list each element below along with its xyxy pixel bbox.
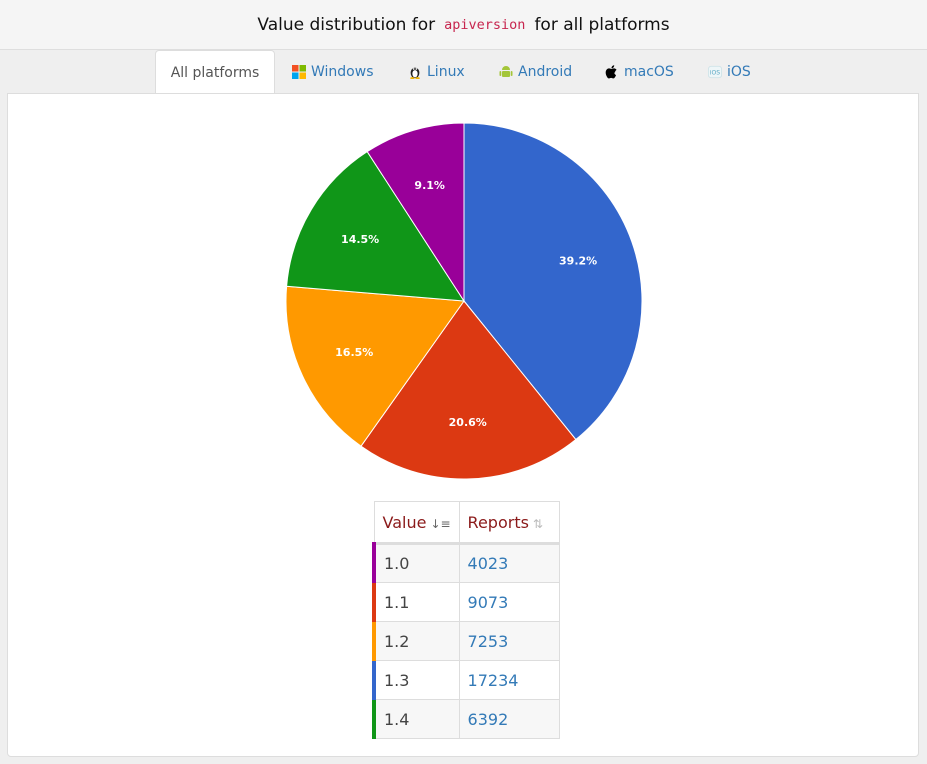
pie-slice-1.4[interactable]: [286, 150, 465, 302]
pie-label-1.3: 39.2%: [559, 255, 597, 268]
pie-label-1.1: 20.6%: [449, 416, 487, 429]
tab-android[interactable]: Android: [499, 50, 572, 93]
header-code: apiversion: [444, 16, 526, 33]
sort-icon: ⇅: [532, 516, 543, 531]
tab-ios[interactable]: iOS iOS: [708, 50, 751, 93]
tab-label: macOS: [624, 63, 674, 80]
pie-slice-1.1[interactable]: [360, 300, 577, 480]
value-cell: 1.4: [371, 699, 460, 739]
chart-panel: 39.2% 20.6% 16.5% 14.5% 9.1% Value ↓≡ Reports…: [7, 93, 919, 757]
reports-link[interactable]: 4023: [458, 543, 560, 583]
android-icon: [499, 65, 513, 77]
pie-chart: 39.2% 20.6% 16.5% 14.5% 9.1%: [285, 122, 643, 480]
windows-icon: [292, 64, 306, 79]
apple-icon: [605, 64, 617, 78]
table-row: 1.1 9073: [371, 582, 560, 622]
table-row: 1.4 6392: [371, 699, 560, 739]
linux-icon: [410, 67, 420, 79]
sort-desc-icon: ↓≡: [430, 516, 451, 531]
tab-windows[interactable]: Windows: [292, 50, 374, 93]
tab-label: Android: [518, 63, 573, 80]
reports-link[interactable]: 6392: [458, 699, 560, 739]
pie-slice-1.3[interactable]: [463, 122, 643, 441]
distribution-table: Value ↓≡ Reports ⇅ 1.0 4023 1.1 9073 1.2 7…: [371, 501, 560, 739]
pie-label-1.2: 16.5%: [335, 346, 373, 359]
table-row: 1.0 4023: [371, 543, 560, 583]
svg-text:iOS: iOS: [710, 69, 721, 76]
value-cell: 1.3: [371, 660, 460, 700]
reports-link[interactable]: 9073: [458, 582, 560, 622]
tab-label: Windows: [311, 63, 374, 80]
pie-slice-1.2[interactable]: [285, 285, 465, 447]
value-cell: 1.2: [371, 621, 460, 661]
header-prefix: Value distribution for: [257, 14, 436, 35]
table-row: 1.2 7253: [371, 621, 560, 661]
tab-label: All platforms: [170, 64, 260, 81]
table-row: 1.3 17234: [371, 660, 560, 700]
header-suffix: for all platforms: [534, 14, 670, 35]
value-cell: 1.1: [371, 582, 460, 622]
pie-slice-1.0[interactable]: [366, 122, 465, 303]
column-header-value[interactable]: Value ↓≡: [373, 501, 460, 545]
page-header: Value distribution for apiversion for al…: [0, 0, 927, 50]
reports-link[interactable]: 17234: [458, 660, 560, 700]
pie-label-1.4: 14.5%: [341, 233, 379, 246]
pie-label-1.0: 9.1%: [414, 179, 445, 192]
column-header-reports[interactable]: Reports ⇅: [458, 501, 560, 545]
reports-link[interactable]: 7253: [458, 621, 560, 661]
ios-icon: iOS: [708, 65, 722, 78]
tab-linux[interactable]: Linux: [408, 50, 465, 93]
tab-label: Linux: [427, 63, 465, 80]
tab-macos[interactable]: macOS: [605, 50, 674, 93]
tab-all-platforms[interactable]: All platforms: [155, 50, 275, 94]
tab-label: iOS: [727, 63, 751, 80]
platform-tabs: All platforms Windows Linux Android: [0, 50, 927, 94]
value-cell: 1.0: [371, 543, 460, 583]
